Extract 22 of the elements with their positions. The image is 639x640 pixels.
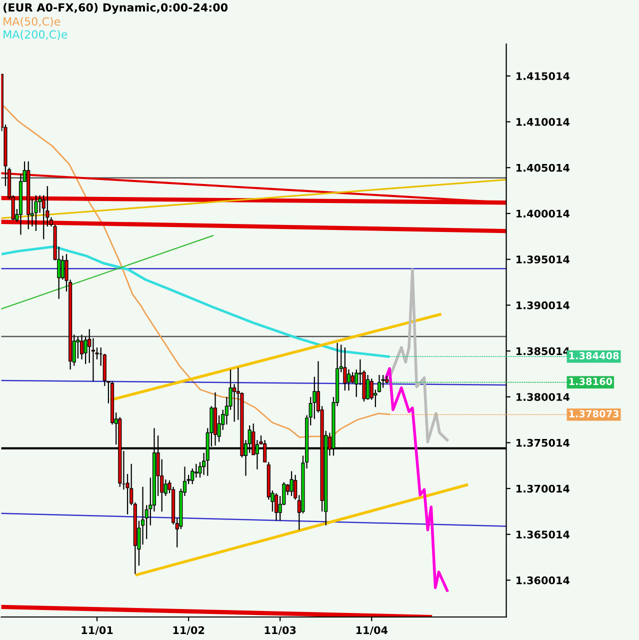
text: MA(50,C)e (4, 17, 60, 27)
annotation: 1.378073 (569, 410, 619, 418)
y-tick-label: 1.360014 (516, 576, 570, 584)
y-tick-label: 1.365014 (516, 530, 570, 538)
y-tick-label: 1.385014 (516, 347, 570, 356)
y-tick-label: 1.415014 (516, 72, 570, 80)
y-tick-label: 1.405014 (516, 164, 570, 172)
y-tick-label: 1.410014 (516, 118, 570, 126)
annotation: 1.384408 (569, 352, 619, 360)
x-tick-label: 11/01 (82, 626, 113, 635)
y-tick-label: 1.370014 (516, 484, 570, 493)
text: MA(200,C)e (4, 30, 68, 40)
x-tick-label: 11/02 (173, 626, 204, 635)
y-tick-label: 1.380014 (516, 393, 570, 401)
x-tick-label: 11/03 (264, 626, 296, 635)
x-tick-label: 11/04 (356, 626, 388, 635)
y-tick-label: 1.400014 (516, 210, 570, 218)
y-tick-label: 1.375014 (516, 438, 570, 447)
y-tick-label: 1.395014 (516, 256, 570, 264)
chart-title: (EUR A0-FX,60) Dynamic,0:00-24:00 (4, 3, 228, 14)
annotation: 1.38160 (569, 378, 612, 386)
y-tick-label: 1.390014 (516, 301, 570, 310)
